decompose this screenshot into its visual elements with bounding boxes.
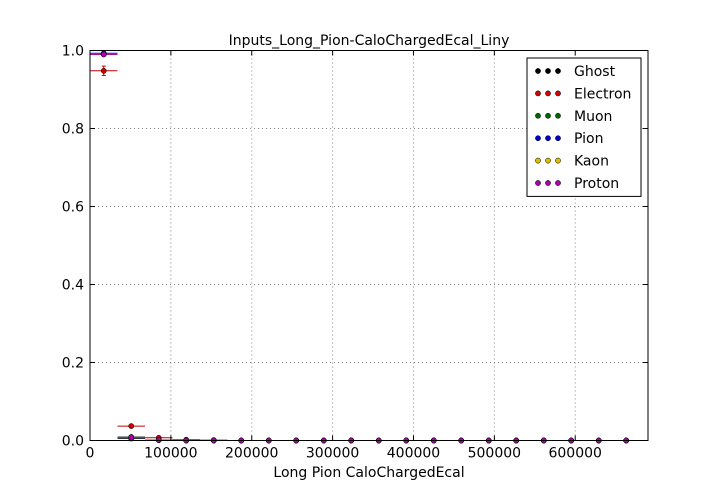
legend-marker-ghost [555, 68, 561, 74]
legend-marker-pion [535, 135, 541, 142]
y-tick-label: 0.4 [62, 278, 84, 294]
legend-marker-ghost [545, 68, 551, 74]
legend-marker-proton [535, 180, 541, 186]
y-tick-label: 0.8 [62, 122, 84, 138]
legend-marker-kaon [535, 157, 541, 164]
legend-marker-pion [545, 135, 551, 142]
x-tick-label: 300000 [306, 446, 359, 462]
x-tick-label: 600000 [548, 446, 601, 462]
y-tick-label: 0.0 [62, 434, 84, 450]
proton-point [128, 434, 135, 441]
legend: Ghost Electron Muon Pion Kaon Proton [526, 57, 642, 197]
legend-box [526, 57, 642, 197]
legend-label-proton: Proton [574, 176, 619, 192]
electron-point [100, 67, 107, 74]
legend-marker-electron [535, 90, 541, 97]
legend-marker-electron [545, 90, 551, 97]
legend-marker-ghost [535, 68, 541, 74]
chart-title: Inputs_Long_Pion-CaloChargedEcal_Liny [229, 33, 510, 49]
legend-marker-muon [545, 112, 551, 119]
proton-point [100, 51, 107, 58]
legend-marker-pion [555, 135, 561, 142]
legend-label-ghost: Ghost [574, 64, 616, 80]
electron-point [128, 423, 135, 429]
legend-marker-kaon [545, 157, 551, 164]
legend-label-kaon: Kaon [574, 154, 609, 170]
legend-marker-proton [545, 180, 551, 186]
legend-marker-proton [555, 180, 561, 186]
axis-ticks: 0 100000 200000 300000 400000 500000 600000 0.0… [62, 44, 648, 462]
legend-marker-kaon [555, 157, 561, 164]
x-tick-label: 100000 [144, 446, 197, 462]
legend-label-muon: Muon [574, 109, 612, 125]
x-tick-label: 500000 [468, 446, 521, 462]
x-tick-label: 0 [86, 446, 95, 462]
x-tick-label: 200000 [225, 446, 278, 462]
legend-marker-muon [535, 112, 541, 119]
y-tick-label: 1.0 [62, 44, 84, 60]
legend-label-pion: Pion [574, 131, 603, 147]
plot-frame [89, 50, 649, 441]
y-tick-label: 0.2 [62, 356, 84, 372]
legend-label-electron: Electron [574, 86, 631, 102]
legend-marker-muon [555, 112, 561, 119]
x-axis-label: Long Pion CaloChargedEcal [273, 465, 464, 481]
x-tick-label: 400000 [387, 446, 440, 462]
y-tick-label: 0.6 [62, 200, 84, 216]
legend-marker-electron [555, 90, 561, 97]
